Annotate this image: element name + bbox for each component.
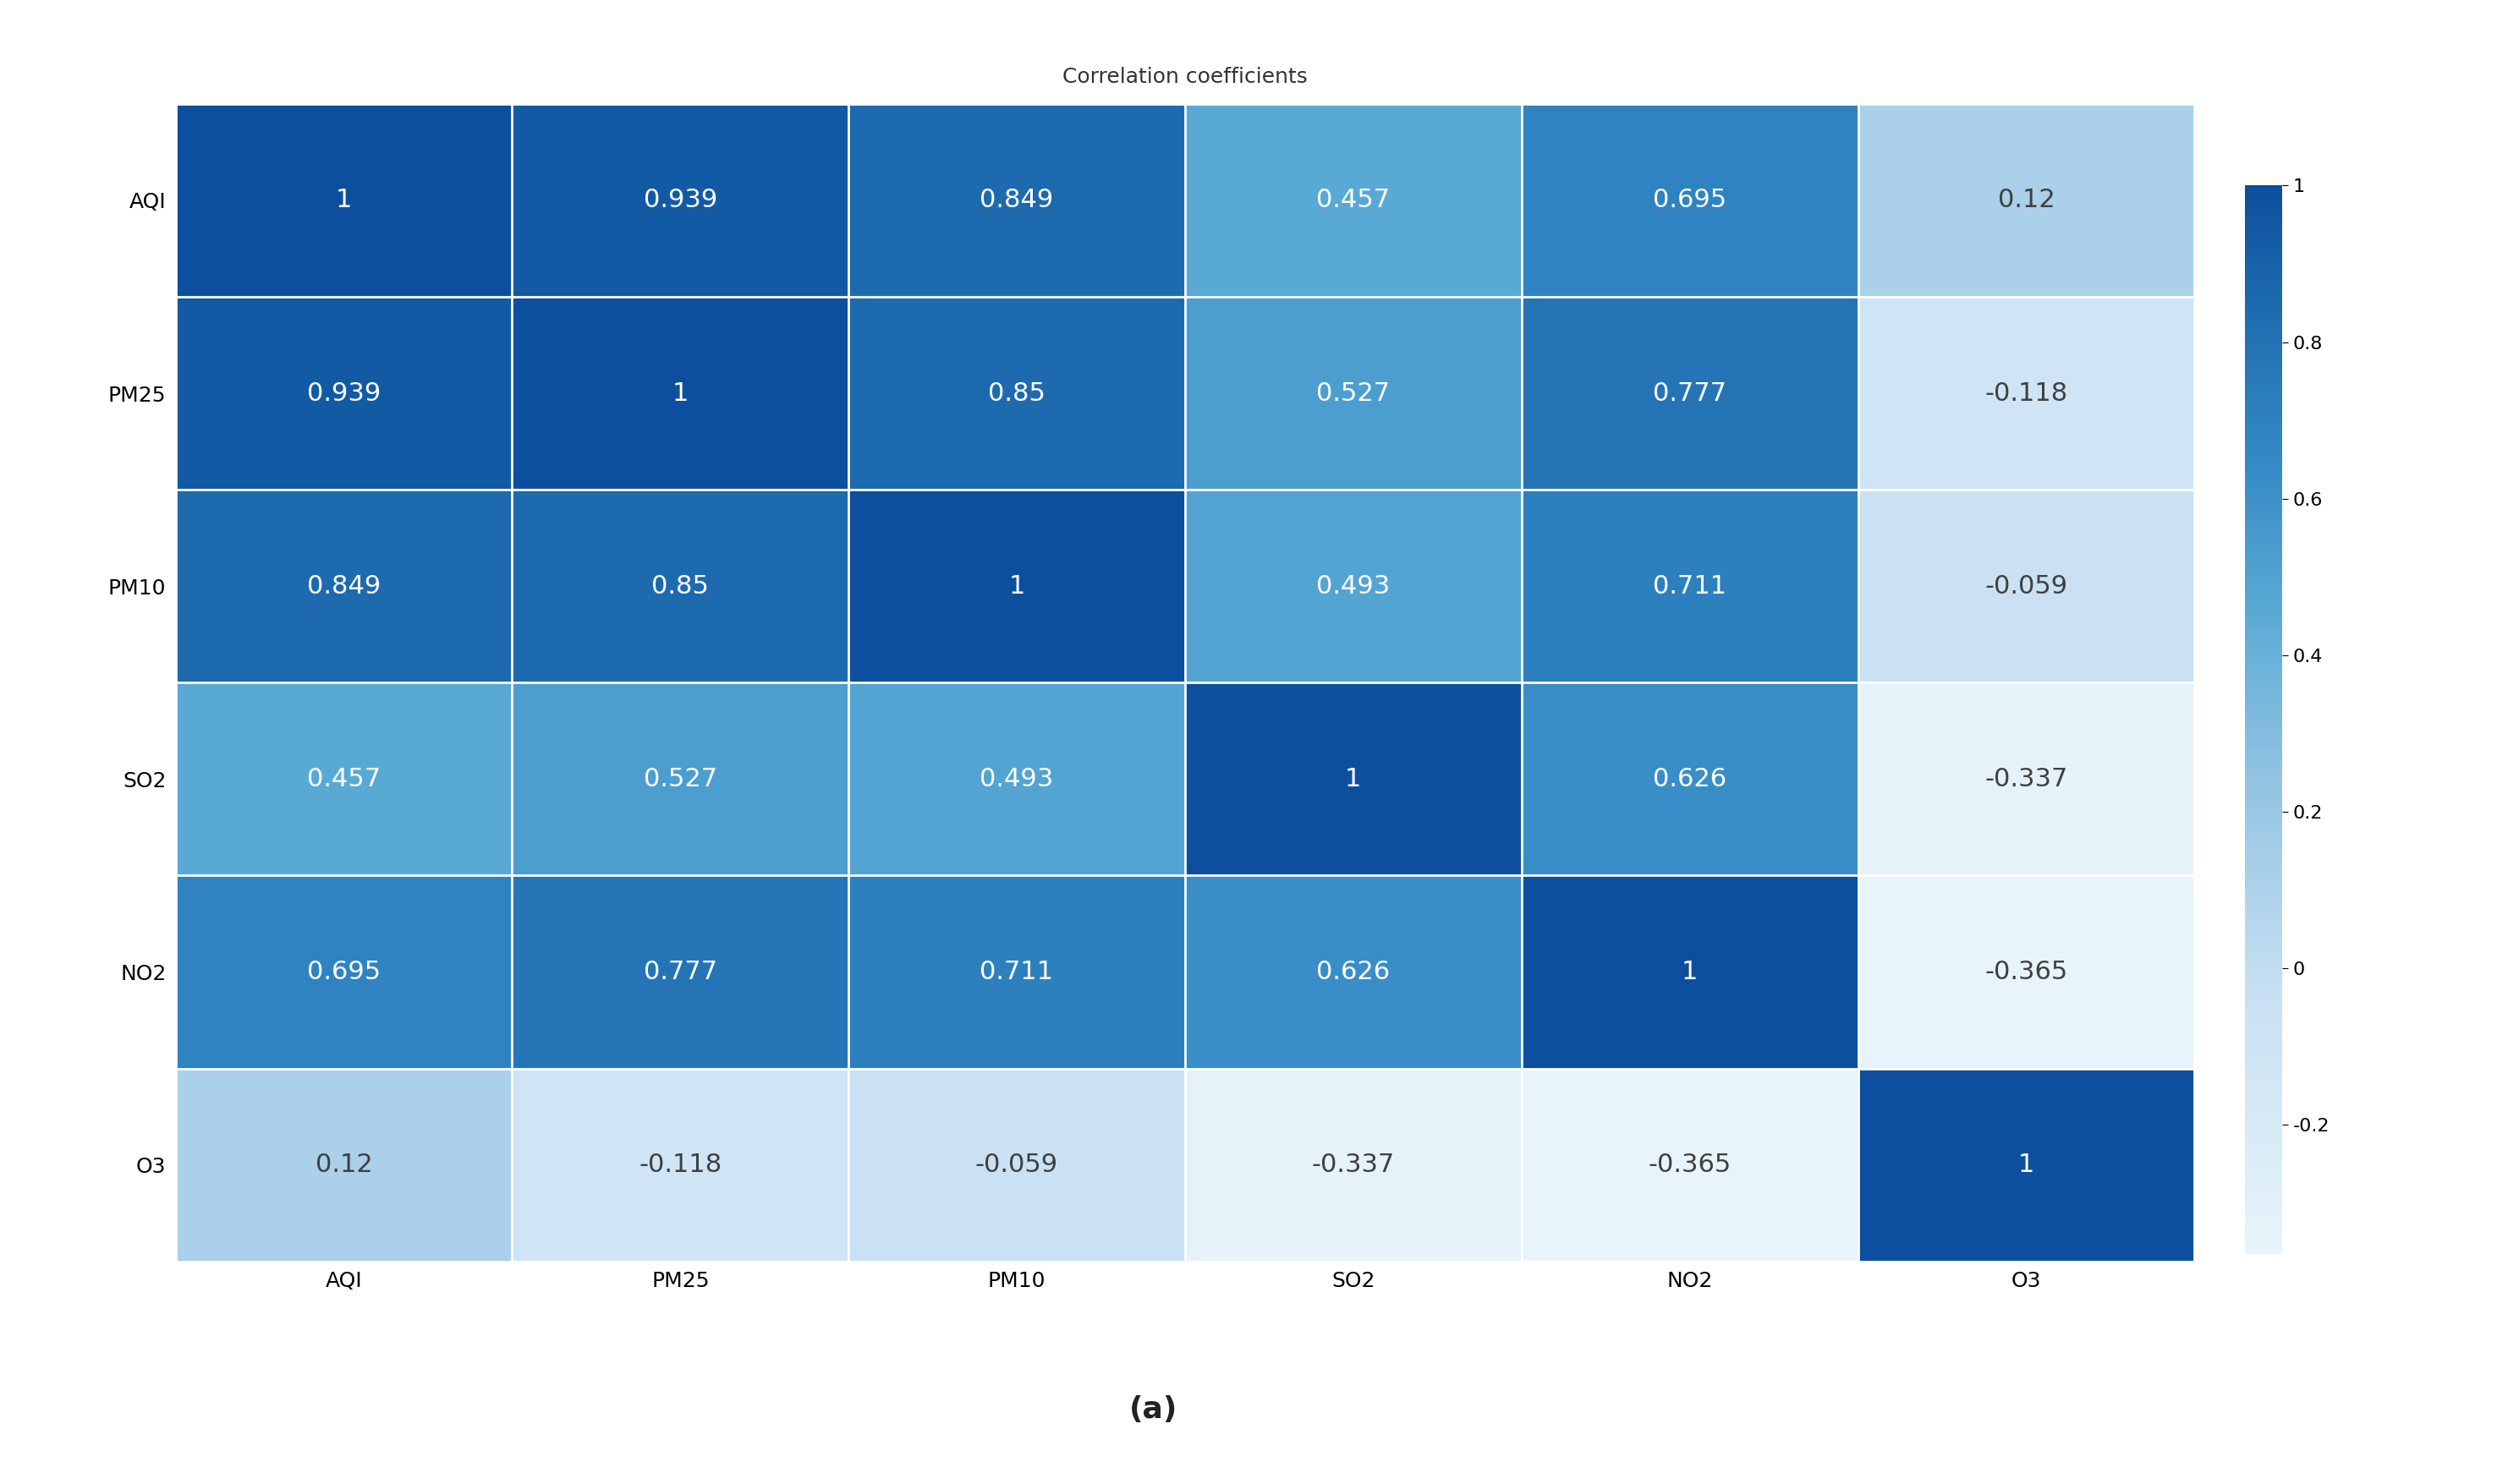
- Title: Correlation coefficients: Correlation coefficients: [1063, 67, 1307, 88]
- Text: 1: 1: [336, 188, 351, 212]
- Bar: [1184, 1068, 1522, 1261]
- Bar: [1858, 876, 2194, 1068]
- Bar: [512, 490, 848, 683]
- Bar: [1184, 683, 1522, 876]
- Bar: [1858, 490, 2194, 683]
- Text: 1: 1: [1680, 960, 1698, 984]
- Text: 1: 1: [672, 381, 690, 405]
- Text: -0.365: -0.365: [1648, 1153, 1731, 1177]
- Bar: [1522, 297, 1858, 490]
- Text: -0.365: -0.365: [1984, 960, 2067, 984]
- Bar: [176, 683, 512, 876]
- Bar: [1184, 297, 1522, 490]
- Bar: [176, 876, 512, 1068]
- Text: -0.337: -0.337: [1984, 767, 2069, 791]
- Bar: [1184, 490, 1522, 683]
- Bar: [1522, 876, 1858, 1068]
- Text: 0.626: 0.626: [1317, 960, 1389, 984]
- Text: 0.85: 0.85: [988, 381, 1046, 405]
- Text: 1: 1: [2019, 1153, 2034, 1177]
- Bar: [848, 1068, 1184, 1261]
- Text: 0.527: 0.527: [1317, 381, 1389, 405]
- Text: 0.457: 0.457: [306, 767, 381, 791]
- Text: 0.849: 0.849: [981, 188, 1053, 212]
- Text: 0.849: 0.849: [306, 574, 381, 598]
- Bar: [1522, 1068, 1858, 1261]
- Text: 0.457: 0.457: [1317, 188, 1389, 212]
- Bar: [512, 104, 848, 297]
- Bar: [1522, 490, 1858, 683]
- Text: -0.059: -0.059: [976, 1153, 1058, 1177]
- Text: 0.85: 0.85: [652, 574, 710, 598]
- Text: 0.695: 0.695: [306, 960, 381, 984]
- Bar: [512, 683, 848, 876]
- Bar: [848, 683, 1184, 876]
- Bar: [1858, 1068, 2194, 1261]
- Text: 0.711: 0.711: [1653, 574, 1726, 598]
- Bar: [848, 297, 1184, 490]
- Text: 0.939: 0.939: [645, 188, 717, 212]
- Text: 0.695: 0.695: [1653, 188, 1726, 212]
- Text: 0.12: 0.12: [1996, 188, 2054, 212]
- Bar: [1858, 104, 2194, 297]
- Text: (a): (a): [1129, 1395, 1179, 1425]
- Bar: [1522, 104, 1858, 297]
- Text: 1: 1: [1008, 574, 1026, 598]
- Bar: [176, 104, 512, 297]
- Text: -0.337: -0.337: [1312, 1153, 1394, 1177]
- Text: 0.626: 0.626: [1653, 767, 1726, 791]
- Text: 0.12: 0.12: [316, 1153, 374, 1177]
- Bar: [512, 297, 848, 490]
- Text: 0.711: 0.711: [981, 960, 1053, 984]
- Text: 0.777: 0.777: [645, 960, 717, 984]
- Bar: [1858, 297, 2194, 490]
- Text: -0.118: -0.118: [640, 1153, 722, 1177]
- Bar: [1184, 104, 1522, 297]
- Bar: [176, 297, 512, 490]
- Bar: [848, 876, 1184, 1068]
- Text: 0.493: 0.493: [1317, 574, 1389, 598]
- Bar: [848, 104, 1184, 297]
- Text: 1: 1: [1344, 767, 1362, 791]
- Bar: [176, 1068, 512, 1261]
- Text: -0.059: -0.059: [1984, 574, 2067, 598]
- Bar: [176, 490, 512, 683]
- Text: 0.939: 0.939: [306, 381, 381, 405]
- Bar: [1858, 683, 2194, 876]
- Text: 0.527: 0.527: [645, 767, 717, 791]
- Bar: [848, 490, 1184, 683]
- Text: 0.493: 0.493: [981, 767, 1053, 791]
- Text: -0.118: -0.118: [1984, 381, 2067, 405]
- Bar: [512, 1068, 848, 1261]
- Bar: [1184, 876, 1522, 1068]
- Text: 0.777: 0.777: [1653, 381, 1726, 405]
- Bar: [512, 876, 848, 1068]
- Bar: [1522, 683, 1858, 876]
